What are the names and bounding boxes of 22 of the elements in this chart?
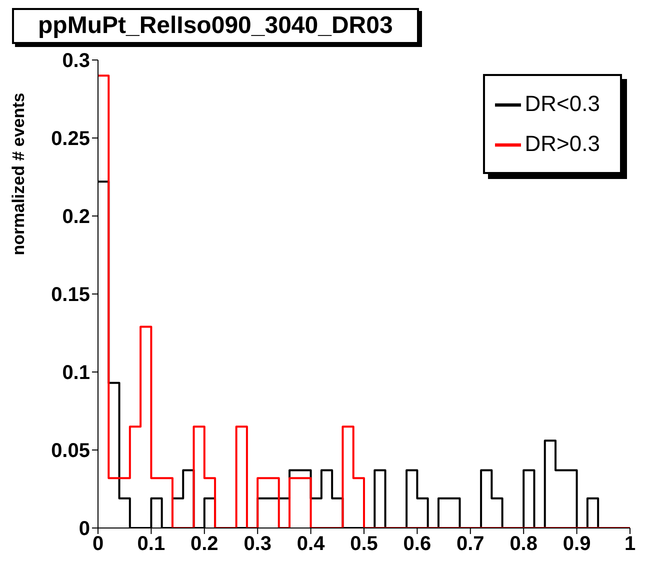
x-tick-label: 0.1: [137, 533, 166, 556]
x-tick-label: 0.5: [350, 533, 378, 556]
y-tick-label: 0.1: [62, 362, 90, 384]
x-tick-label: 0.6: [403, 533, 432, 556]
x-tick-label: 0: [92, 533, 104, 556]
y-tick-label: 0.3: [62, 50, 90, 72]
x-tick-label: 0.7: [456, 533, 484, 556]
y-tick-label: 0.15: [51, 284, 90, 306]
x-tick-label: 0.8: [510, 533, 538, 556]
legend-label: DR>0.3: [524, 131, 600, 156]
y-tick-label: 0: [78, 518, 90, 540]
x-tick-label: 1: [624, 533, 636, 556]
y-tick-label: 0.2: [62, 206, 90, 228]
x-tick-label: 0.2: [190, 533, 218, 556]
chart-title: ppMuPt_RelIso090_3040_DR03: [12, 8, 419, 44]
x-tick-label: 0.3: [244, 533, 272, 556]
y-axis-title: normalized # events: [9, 92, 28, 256]
y-tick-label: 0.05: [51, 440, 90, 462]
x-tick-label: 0.4: [296, 533, 326, 556]
x-tick-label: 0.9: [562, 533, 591, 556]
y-tick-label: 0.25: [51, 128, 90, 150]
legend-label: DR<0.3: [524, 91, 600, 116]
